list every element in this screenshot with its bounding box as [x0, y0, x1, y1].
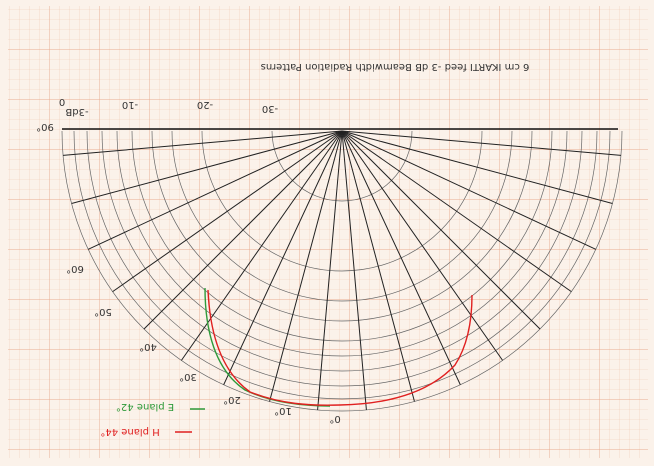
angle-label: 40° — [139, 341, 157, 352]
radial-line — [341, 130, 461, 385]
radial-line — [180, 130, 343, 361]
e-plane-curve — [204, 287, 331, 407]
radial-line — [341, 130, 572, 293]
radial-line — [143, 130, 343, 330]
title: 6 cm IKARTI feed -3 dB Beamwidth Radiati… — [261, 61, 530, 72]
arc — [116, 130, 568, 357]
arc — [61, 130, 623, 412]
radial-label: -30 — [262, 103, 278, 114]
h-plane-curve — [207, 289, 473, 406]
radial-line — [317, 130, 343, 410]
angle-label: 20° — [223, 394, 241, 405]
arc — [131, 130, 553, 342]
radial-line — [88, 130, 343, 250]
arc — [151, 130, 533, 322]
polar-grid — [61, 130, 623, 412]
radial-line — [112, 130, 343, 293]
radial-line — [341, 130, 415, 402]
radial-line — [71, 130, 343, 204]
radial-label: -20 — [197, 99, 213, 110]
arc — [86, 130, 598, 387]
angle-label: 60° — [66, 263, 84, 274]
radial-line — [63, 130, 343, 156]
radial-line — [341, 130, 367, 410]
arc — [271, 130, 413, 202]
arc — [171, 130, 513, 302]
radial-label: 0 — [59, 96, 65, 107]
legend-entry: E plane 42° — [116, 401, 174, 412]
radial-label: -10 — [122, 99, 138, 110]
radial-line — [341, 130, 504, 361]
angle-label: 50° — [94, 306, 112, 317]
radial-line — [223, 130, 343, 385]
angle-label: 30° — [179, 371, 197, 382]
grid-paper — [8, 6, 648, 458]
arc — [101, 130, 583, 372]
arc — [73, 130, 611, 400]
radial-label: -3dB — [65, 106, 88, 117]
radial-line — [341, 130, 621, 156]
radial-line — [341, 130, 541, 330]
radial-line — [341, 130, 596, 250]
angle-label: 90° — [36, 121, 54, 132]
radial-line — [341, 130, 613, 204]
angle-label: 0° — [329, 413, 340, 424]
arc — [201, 130, 483, 272]
legend-entry: H plane 44° — [100, 426, 159, 437]
angle-label: 10° — [274, 405, 292, 416]
radial-line — [269, 130, 343, 402]
